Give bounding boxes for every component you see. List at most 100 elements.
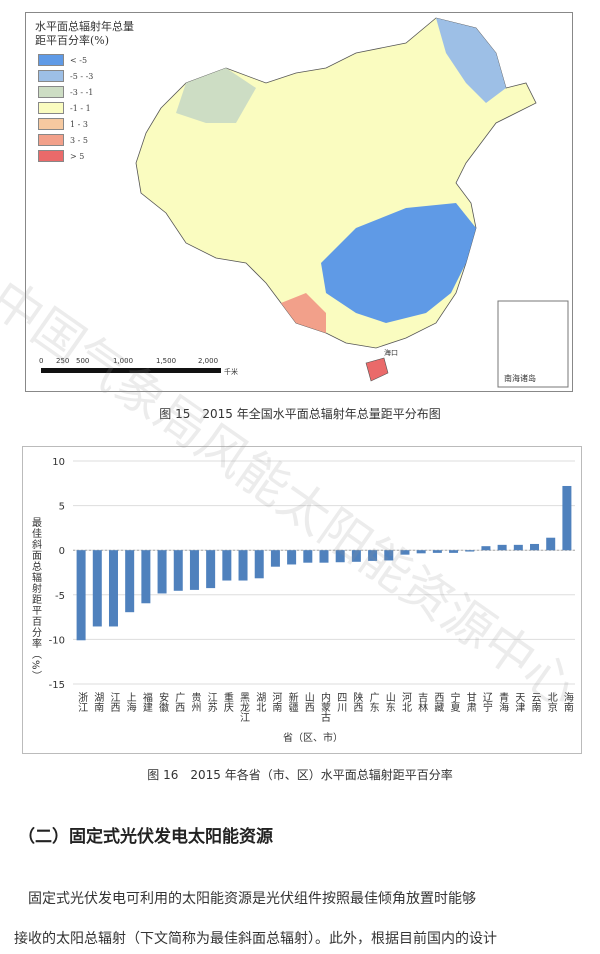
bar-广西 [173, 550, 183, 591]
legend-item: -1 - 1 [38, 100, 175, 116]
svg-text:1,500: 1,500 [156, 357, 176, 365]
legend-label: 1 - 3 [70, 119, 88, 129]
x-tick-label: 辽宁 [480, 692, 492, 712]
legend-label: -1 - 1 [70, 103, 91, 113]
svg-text:2,000: 2,000 [198, 357, 218, 365]
bar-山西 [303, 550, 313, 563]
legend-item: 3 - 5 [38, 132, 175, 148]
bar-北京 [546, 537, 556, 551]
bar-吉林 [416, 550, 426, 554]
x-tick-label: 广西 [173, 692, 185, 712]
legend-swatch [38, 86, 64, 98]
bar-内蒙古 [319, 550, 329, 563]
bar-西藏 [432, 550, 442, 553]
x-tick-label: 黑龙江 [238, 692, 250, 722]
radiation-anomaly-map: 南海诸岛 海口 0 250 500 1,000 1,500 2,000 千米 [25, 12, 573, 392]
bar-重庆 [222, 550, 232, 581]
legend-swatch [38, 134, 64, 146]
legend-label: -5 - -3 [70, 71, 94, 81]
haikou-label: 海口 [384, 348, 398, 357]
x-tick-label: 河北 [399, 692, 411, 712]
bar-河北 [400, 550, 410, 555]
legend-label: < -5 [70, 55, 88, 65]
x-tick-label: 湖北 [254, 692, 266, 712]
scale-ticks: 0 250 500 1,000 1,500 2,000 千米 [39, 357, 238, 376]
bar-辽宁 [481, 546, 491, 551]
legend-label: 3 - 5 [70, 135, 88, 145]
legend-swatch [38, 54, 64, 66]
bar-广东 [368, 550, 378, 561]
y-tick-label: 0 [59, 546, 65, 557]
x-tick-label: 河南 [270, 692, 282, 712]
legend-item: > 5 [38, 148, 175, 164]
paragraph-line-2: 接收的太阳总辐射（下文简称为最佳斜面总辐射）。此外，根据目前国内的设计 [14, 931, 497, 947]
section-heading: （二）固定式光伏发电太阳能资源 [18, 827, 273, 847]
legend-swatch [38, 70, 64, 82]
y-tick-label: 5 [59, 502, 65, 513]
northwest-anomaly-region [176, 68, 256, 123]
x-tick-label: 内蒙古 [319, 691, 331, 723]
figure-16-caption: 图 16 2015 年各省（市、区）水平面总辐射距平百分率 [147, 768, 453, 782]
bar-浙江 [76, 550, 86, 641]
bar-chart: 10 5 0 -5 -10 -15 浙江 湖南 江西 上海 福建 安徽 广西 贵州 江苏 重庆 黑龙江 湖北 河南新… [30, 457, 575, 744]
x-tick-label: 贵州 [189, 691, 201, 712]
x-tick-label: 陕西 [351, 691, 363, 712]
northeast-anomaly-region [436, 18, 506, 103]
x-tick-label: 新疆 [286, 691, 298, 713]
bar-青海 [497, 544, 507, 551]
x-tick-label: 浙江 [76, 692, 88, 712]
bar-湖南 [92, 550, 102, 627]
map-graphic: 南海诸岛 海口 0 250 500 1,000 1,500 2,000 千米 [39, 17, 569, 388]
bar-贵州 [189, 550, 199, 590]
x-tick-label: 湖南 [92, 692, 104, 712]
x-tick-label: 青海 [497, 691, 509, 713]
svg-text:500: 500 [76, 357, 89, 365]
legend-swatch [38, 150, 64, 162]
svg-text:0: 0 [39, 357, 43, 365]
bar-甘肃 [465, 550, 475, 552]
paragraph-line-1: 固定式光伏发电可利用的太阳能资源是光伏组件按照最佳倾角放置时能够 [14, 891, 476, 907]
x-tick-label: 海南 [561, 691, 573, 712]
bar-山东 [384, 550, 394, 561]
x-tick-label: 福建 [140, 691, 152, 712]
map-legend: 水平面总辐射年总量 距平百分率(%) < -5 -5 - -3 -3 - -1 -1 … [35, 20, 175, 164]
southwest-anomaly-region [281, 293, 326, 333]
x-tick-label: 甘肃 [464, 691, 476, 713]
x-tick-label: 重庆 [221, 691, 233, 713]
bar-江西 [108, 550, 118, 627]
y-tick-label: -5 [55, 591, 65, 602]
x-tick-label: 北京 [545, 692, 557, 713]
x-tick-label: 山西 [302, 692, 314, 712]
y-tick-label: 10 [52, 457, 65, 468]
legend-swatch [38, 118, 64, 130]
x-tick-label: 江西 [108, 692, 120, 712]
bar-天津 [513, 544, 523, 551]
x-tick-label: 江苏 [205, 692, 217, 713]
bar-海南 [562, 485, 572, 551]
legend-item: < -5 [38, 52, 175, 68]
scale-bar [41, 368, 221, 373]
svg-text:250: 250 [56, 357, 69, 365]
bar-陕西 [351, 550, 361, 562]
bar-新疆 [287, 550, 297, 565]
x-tick-label: 四川 [335, 692, 347, 712]
bar-黑龙江 [238, 550, 248, 581]
y-tick-label: -15 [49, 680, 65, 691]
inset-label: 南海诸岛 [504, 373, 536, 383]
bar-福建 [141, 550, 151, 604]
southeast-anomaly-region [321, 203, 476, 323]
x-tick-label: 上海 [124, 692, 136, 713]
bar-宁夏 [449, 550, 459, 553]
legend-item: -5 - -3 [38, 68, 175, 84]
bar-安徽 [157, 550, 167, 594]
svg-text:1,000: 1,000 [113, 357, 133, 365]
bar-湖北 [254, 550, 264, 579]
x-tick-label: 天津 [513, 692, 525, 713]
bar-四川 [335, 550, 345, 563]
x-tick-label: 山东 [383, 692, 395, 712]
legend-subtitle: 距平百分率(%) [35, 34, 110, 47]
bar-河南 [270, 550, 280, 567]
svg-text:千米: 千米 [224, 367, 238, 376]
bar-chart-frame: 10 5 0 -5 -10 -15 浙江 湖南 江西 上海 福建 安徽 广西 贵州 江苏 重庆 黑龙江 湖北 河南新… [22, 446, 582, 754]
